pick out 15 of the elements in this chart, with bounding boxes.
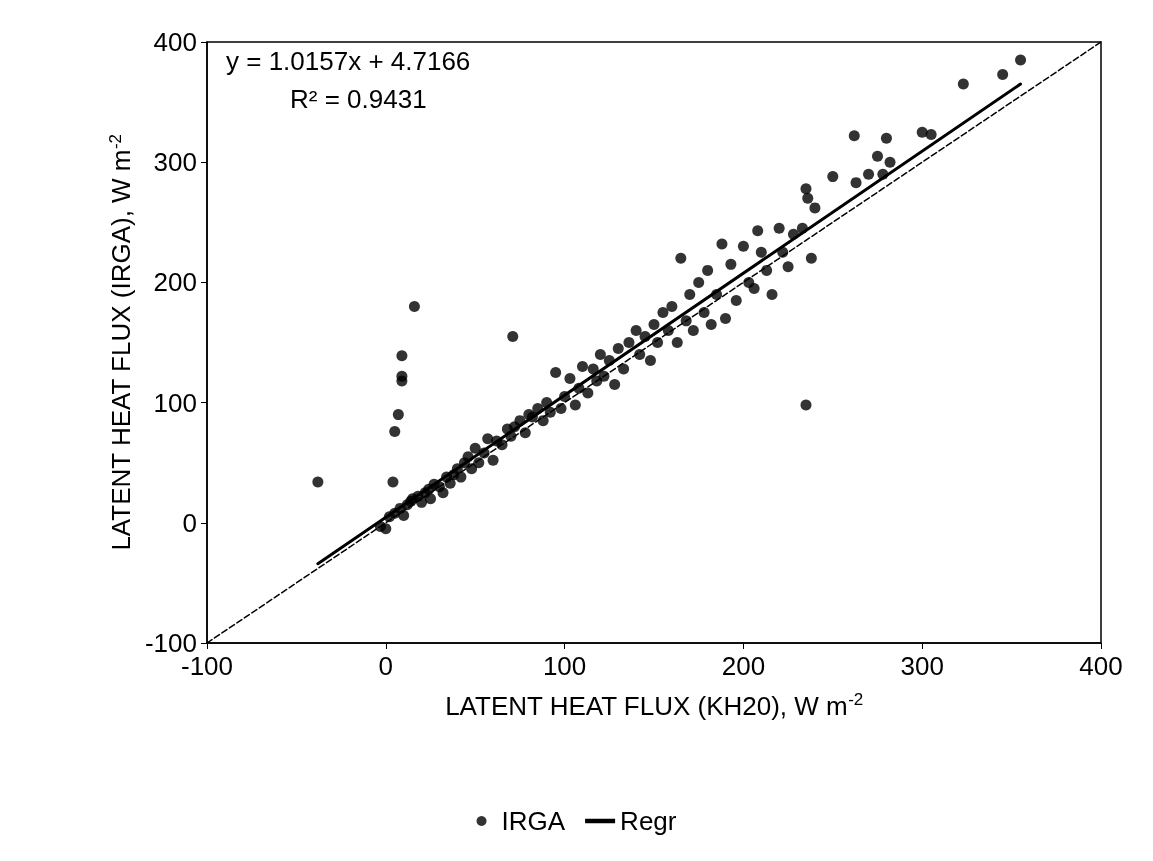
x-tick-label: 300	[900, 651, 944, 681]
y-tick-label: 400	[153, 27, 197, 57]
annotation: y = 1.0157x + 4.7166	[226, 46, 471, 76]
y-tick-label: 0	[182, 507, 197, 538]
legend-label: Regr	[620, 806, 677, 836]
y-tick-label: 300	[153, 147, 197, 178]
y-tick-label: 100	[153, 387, 197, 418]
y-tick-label: 200	[153, 267, 197, 298]
x-tick-label: 0	[378, 651, 394, 681]
x-tick-label: 200	[721, 651, 766, 681]
annotation: R² = 0.9431	[290, 84, 427, 114]
x-tick-label: 100	[542, 651, 587, 681]
y-axis-title: LATENT HEAT FLUX (IRGA), W m-2	[105, 133, 137, 551]
x-tick-label: 400	[1079, 651, 1123, 681]
legend-label: IRGA	[501, 806, 566, 836]
